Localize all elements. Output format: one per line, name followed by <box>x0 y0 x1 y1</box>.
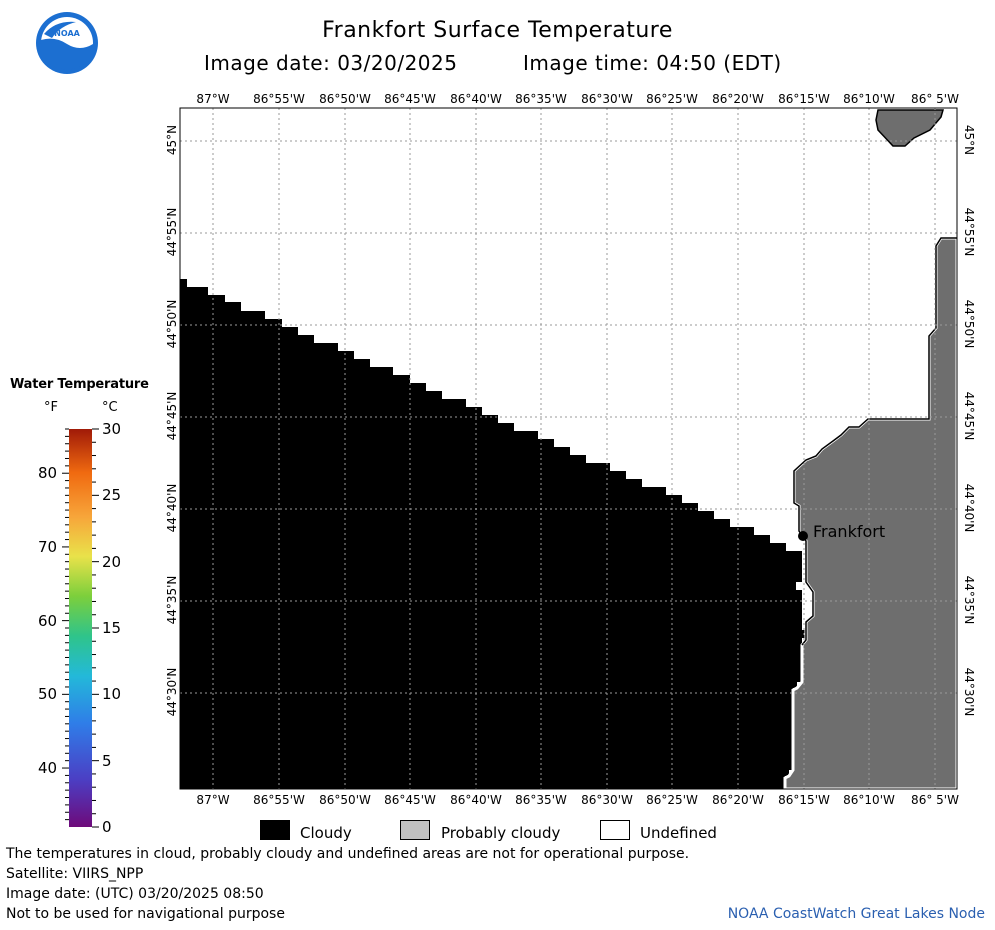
lat-label-left: 44°30'N <box>165 667 179 717</box>
lat-label-right: 44°50'N <box>962 299 976 349</box>
lat-label-left: 44°40'N <box>165 483 179 533</box>
legend-label-undefined: Undefined <box>640 824 717 842</box>
lat-label-right: 44°55'N <box>962 207 976 257</box>
map-area <box>180 108 959 791</box>
frankfort-marker <box>798 531 808 541</box>
colorbar-ticks <box>62 428 99 828</box>
colorbar-title: Water Temperature <box>10 377 149 392</box>
lon-label-bottom: 86° 5'W <box>911 793 959 807</box>
colorbar <box>69 429 92 827</box>
lon-label-top: 87°W <box>196 92 230 106</box>
legend-label-cloudy: Cloudy <box>300 824 352 842</box>
lon-label-bottom: 86°55'W <box>253 793 305 807</box>
lon-label-bottom: 86°20'W <box>712 793 764 807</box>
lon-label-top: 86°30'W <box>581 92 633 106</box>
lon-label-bottom: 86°15'W <box>778 793 830 807</box>
noaa-logo-text: NOAA <box>54 29 80 38</box>
lon-label-top: 86°10'W <box>843 92 895 106</box>
noaa-logo: NOAA <box>36 12 98 74</box>
lon-label-top: 86°15'W <box>778 92 830 106</box>
lon-label-bottom: 86°45'W <box>384 793 436 807</box>
lon-label-top: 86°45'W <box>384 92 436 106</box>
lon-label-top: 86° 5'W <box>911 92 959 106</box>
lon-label-top: 86°50'W <box>319 92 371 106</box>
colorbar-label-c: 25 <box>102 486 122 505</box>
lat-label-right: 44°40'N <box>962 483 976 533</box>
footer-navigation-note: Not to be used for navigational purpose <box>6 906 285 922</box>
footer-disclaimer: The temperatures in cloud, probably clou… <box>6 846 690 862</box>
legend-swatch-undefined <box>600 820 630 840</box>
colorbar-label-c: 0 <box>102 818 112 836</box>
colorbar-label-c: 30 <box>102 420 122 438</box>
lon-label-bottom: 86°25'W <box>646 793 698 807</box>
lat-label-left: 44°50'N <box>165 299 179 349</box>
colorbar-label-c: 5 <box>102 751 112 770</box>
city-label-frankfort: Frankfort <box>813 522 886 541</box>
lon-label-top: 86°40'W <box>450 92 502 106</box>
cloudy-region <box>180 279 808 789</box>
lon-label-bottom: 86°40'W <box>450 793 502 807</box>
colorbar-unit-c: °C <box>102 400 118 415</box>
lon-label-top: 86°20'W <box>712 92 764 106</box>
colorbar-label-f: 50 <box>38 685 58 704</box>
map-frame <box>179 107 958 790</box>
lon-label-bottom: 86°10'W <box>843 793 895 807</box>
lat-label-right: 44°30'N <box>962 667 976 717</box>
colorbar-label-f: 40 <box>38 759 58 778</box>
lon-label-bottom: 87°W <box>196 793 230 807</box>
lon-label-top: 86°55'W <box>253 92 305 106</box>
legend-label-probably-cloudy: Probably cloudy <box>441 824 561 842</box>
lat-label-left: 45°N <box>165 124 179 156</box>
image-date: Image date: 03/20/2025 <box>204 51 458 75</box>
colorbar-label-c: 15 <box>102 619 122 637</box>
lat-label-left: 44°45'N <box>165 391 179 441</box>
image-time: Image time: 04:50 (EDT) <box>523 51 782 75</box>
island-region <box>875 109 944 147</box>
lat-label-right: 44°45'N <box>962 391 976 441</box>
lon-label-top: 86°35'W <box>515 92 567 106</box>
lon-label-bottom: 86°30'W <box>581 793 633 807</box>
colorbar-label-c: 10 <box>102 685 122 704</box>
lon-label-top: 86°25'W <box>646 92 698 106</box>
lon-label-bottom: 86°50'W <box>319 793 371 807</box>
footer-satellite: Satellite: VIIRS_NPP <box>6 866 144 882</box>
lat-label-left: 44°35'N <box>165 575 179 625</box>
footer-credit: NOAA CoastWatch Great Lakes Node <box>727 906 985 922</box>
legend-swatch-probably-cloudy <box>400 820 430 840</box>
colorbar-label-c: 20 <box>102 552 122 571</box>
lon-label-bottom: 86°35'W <box>515 793 567 807</box>
colorbar-label-f: 80 <box>38 464 58 483</box>
lat-label-left: 44°55'N <box>165 207 179 257</box>
lat-label-right: 45°N <box>962 124 976 156</box>
map-grid <box>180 108 957 789</box>
lat-label-right: 44°35'N <box>962 575 976 625</box>
colorbar-unit-f: °F <box>44 400 58 415</box>
colorbar-label-f: 70 <box>38 537 58 556</box>
page-title: Frankfort Surface Temperature <box>322 18 673 43</box>
footer-utc-date: Image date: (UTC) 03/20/2025 08:50 <box>6 886 264 902</box>
colorbar-label-f: 60 <box>38 611 58 630</box>
legend-swatch-cloudy <box>260 820 290 840</box>
